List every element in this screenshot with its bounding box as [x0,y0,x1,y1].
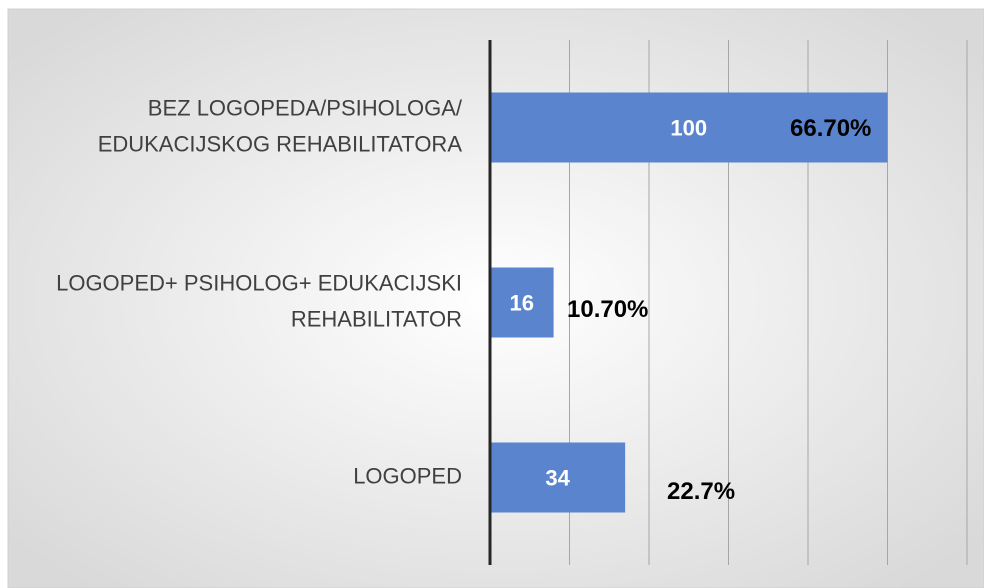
value-label: 16 [510,290,534,315]
percent-label: 66.70% [790,115,871,142]
category-label: EDUKACIJSKOG REHABILITATORA [98,131,463,156]
category-label: LOGOPED [353,463,462,488]
bar [490,92,888,163]
percent-label: 10.70% [567,296,648,323]
bar [490,442,626,513]
percent-label: 22.7% [667,478,735,505]
value-label: 100 [670,115,707,140]
value-label: 34 [545,465,570,490]
category-label: BEZ LOGOPEDA/PSIHOLOGA/ [148,95,463,120]
bar [490,267,554,338]
category-label: LOGOPED+ PSIHOLOG+ EDUKACIJSKI [56,270,462,295]
category-label: REHABILITATOR [291,306,462,331]
